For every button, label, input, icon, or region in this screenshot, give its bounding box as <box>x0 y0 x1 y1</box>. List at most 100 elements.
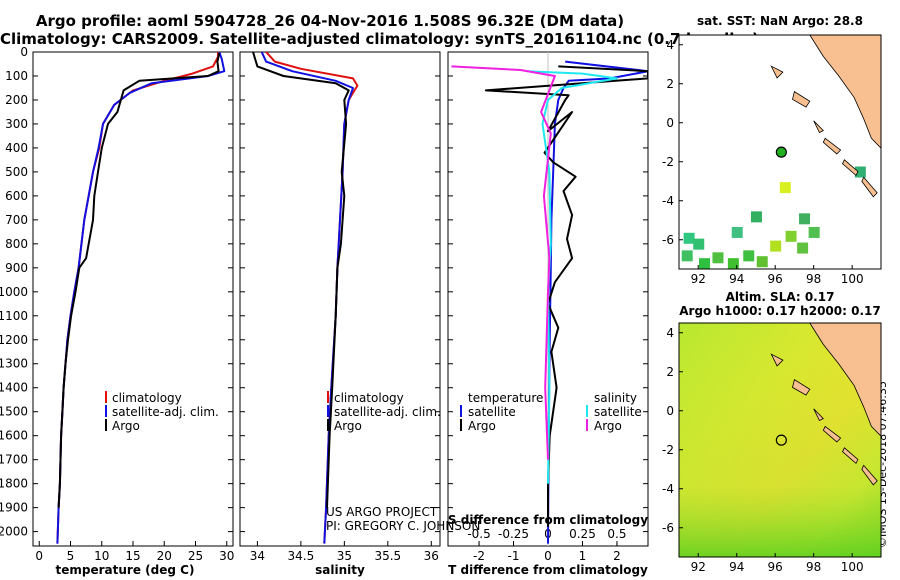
sst-cell <box>808 226 820 238</box>
sst-cell <box>743 250 755 262</box>
y-tick-label: 500 <box>5 165 28 179</box>
y-tick-label: 1100 <box>0 309 28 323</box>
x-tick-label: 34 <box>250 549 265 563</box>
sst-cell <box>727 258 739 270</box>
climatology-title: Climatology: CARS2009. Satellite-adjuste… <box>0 30 759 48</box>
x-tick-label: 0 <box>35 549 43 563</box>
y-tick-label: 700 <box>5 213 28 227</box>
map-y-tick-label: 2 <box>666 77 674 91</box>
s-tick-label: 0.5 <box>607 527 626 541</box>
series-argo <box>57 52 221 508</box>
map-x-tick-label: 96 <box>768 560 783 574</box>
x-tick-label: -2 <box>473 549 485 563</box>
salinity-legend: climatology satellite-adj. clim. Argo <box>327 391 441 433</box>
legend-title-temperature: temperature <box>468 391 543 405</box>
temperature-panel: 0100200300400500600700800900100011001200… <box>0 45 234 563</box>
sst-cell <box>779 182 791 194</box>
series-climatology <box>56 52 219 544</box>
temperature-xlabel: temperature (deg C) <box>56 563 195 577</box>
legend-label-s-argo: Argo <box>594 419 622 433</box>
map-y-tick-label: -6 <box>662 521 674 535</box>
map-y-tick-label: 4 <box>666 326 674 340</box>
salinity-panel: 34 34.5 35 35.5 36 <box>239 51 441 563</box>
profile-title: Argo profile: aoml 5904728_26 04-Nov-201… <box>35 12 625 30</box>
y-tick-label: 1300 <box>0 357 28 371</box>
series-s-argo <box>451 65 556 460</box>
land-island <box>770 65 784 79</box>
map-y-tick-label: 0 <box>666 116 674 130</box>
map-x-tick-label: 92 <box>691 272 706 286</box>
map-x-tick-label: 98 <box>806 560 821 574</box>
sdiff-xlabel: S difference from climatology <box>448 513 648 527</box>
x-tick-label: -1 <box>508 549 520 563</box>
x-tick-label: 10 <box>94 549 109 563</box>
x-tick-label: 15 <box>125 549 140 563</box>
y-tick-label: 800 <box>5 237 28 251</box>
land-island <box>792 90 811 108</box>
map-y-tick-label: 0 <box>666 404 674 418</box>
map-x-tick-label: 94 <box>729 560 744 574</box>
temperature-legend: climatology satellite-adj. clim. Argo <box>105 391 219 433</box>
sst-cell <box>712 252 724 264</box>
tdiff-xlabel: T difference from climatology <box>448 563 648 577</box>
y-tick-label: 1800 <box>0 477 28 491</box>
series-s-satellite <box>527 70 618 484</box>
x-tick-label: 1 <box>579 549 587 563</box>
difference-legend: temperature satellite Argo salinity sate… <box>460 391 642 433</box>
map-y-tick-label: -2 <box>662 443 674 457</box>
series-argo <box>252 52 350 508</box>
land-island <box>813 120 824 134</box>
float-marker <box>775 434 787 446</box>
land-island <box>770 353 784 367</box>
sst-cell <box>683 232 695 244</box>
series-t-satellite <box>547 60 648 544</box>
legend-label-climatology: climatology <box>112 391 182 405</box>
y-tick-label: 1500 <box>0 405 28 419</box>
sst-cell <box>756 256 768 268</box>
x-tick-label: 2 <box>613 549 621 563</box>
legend-title-salinity: salinity <box>594 391 637 405</box>
y-tick-label: 1400 <box>0 381 28 395</box>
series-group <box>252 52 359 544</box>
y-tick-label: 1900 <box>0 501 28 515</box>
legend-label-climatology: climatology <box>334 391 404 405</box>
sst-cell <box>681 250 693 262</box>
credit-project: US ARGO PROJECT <box>326 505 438 519</box>
y-tick-label: 300 <box>5 117 28 131</box>
sla-map-title-line1: Altim. SLA: 0.17 <box>725 290 835 304</box>
legend-label-satellite: satellite-adj. clim. <box>334 405 441 419</box>
y-tick-label: 2000 <box>0 525 28 539</box>
sst-cell <box>731 226 743 238</box>
x-tick-label: 35.5 <box>374 549 401 563</box>
sst-cell <box>797 242 809 254</box>
map-y-tick-label: 4 <box>666 38 674 52</box>
legend-label-t-satellite: satellite <box>468 405 516 419</box>
land-island <box>822 425 842 443</box>
y-tick-label: 1700 <box>0 453 28 467</box>
x-tick-label: 35 <box>337 549 352 563</box>
series-t-argo <box>484 65 648 527</box>
sst-cell <box>770 240 782 252</box>
land-island <box>792 378 811 396</box>
map-x-tick-label: 92 <box>691 560 706 574</box>
legend-label-t-argo: Argo <box>468 419 496 433</box>
map-x-tick-label: 100 <box>841 272 864 286</box>
y-tick-label: 100 <box>5 69 28 83</box>
x-tick-label: 25 <box>188 549 203 563</box>
x-tick-label: 5 <box>67 549 75 563</box>
y-tick-label: 600 <box>5 189 28 203</box>
map-y-tick-label: -4 <box>662 194 674 208</box>
map-x-tick-label: 98 <box>806 272 821 286</box>
sst-cell <box>699 258 711 270</box>
y-tick-label: 400 <box>5 141 28 155</box>
legend-label-s-satellite: satellite <box>594 405 642 419</box>
land-island <box>861 464 878 486</box>
salinity-xlabel: salinity <box>315 563 365 577</box>
x-tick-label: 36 <box>424 549 439 563</box>
x-tick-label: 30 <box>219 549 234 563</box>
legend-label-satellite: satellite-adj. clim. <box>112 405 219 419</box>
sst-cell <box>799 213 811 225</box>
series-group <box>451 60 648 544</box>
